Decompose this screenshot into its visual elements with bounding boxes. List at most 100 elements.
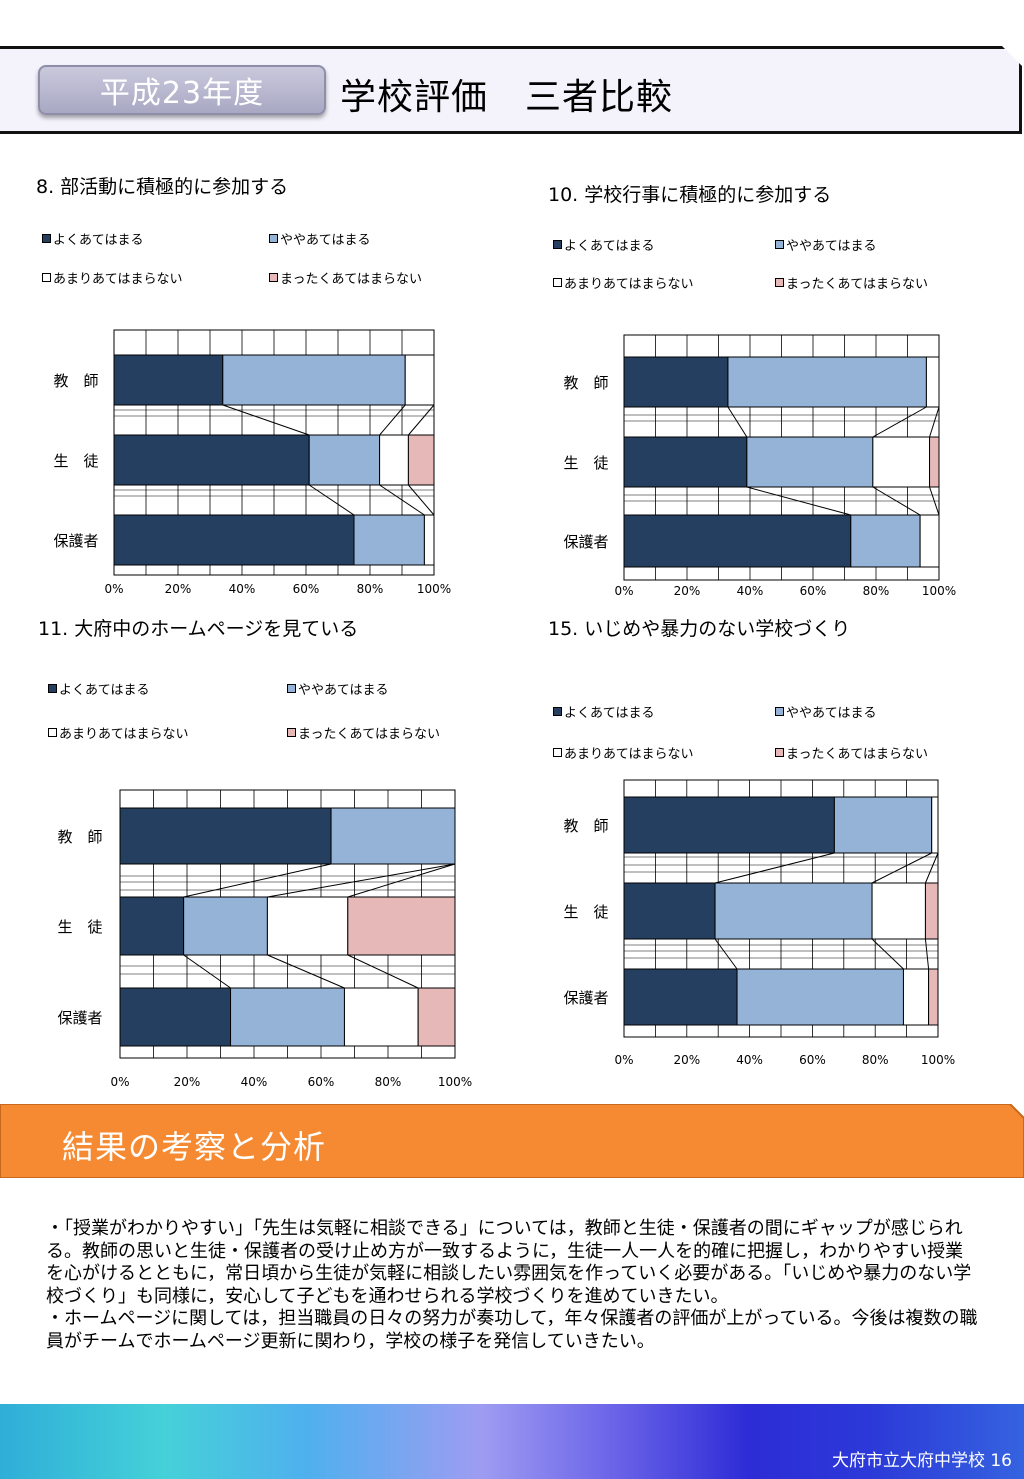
legend-swatch — [269, 273, 278, 282]
series-connector — [183, 954, 231, 989]
bar-segment — [736, 968, 904, 1026]
series-connector — [929, 406, 940, 438]
legend-item: ややあてはまる — [775, 702, 876, 721]
legend-item: よくあてはまる — [553, 235, 654, 254]
x-tick-label: 40% — [736, 1053, 763, 1067]
bar-segment — [929, 436, 940, 488]
legend-item: まったくあてはまらない — [287, 723, 440, 742]
x-tick-label: 80% — [357, 582, 384, 596]
bar-segment — [119, 807, 332, 865]
bar-segment — [113, 354, 224, 406]
x-tick-label: 40% — [241, 1075, 268, 1089]
legend-swatch — [553, 240, 562, 249]
x-tick-label: 40% — [737, 584, 764, 598]
x-tick-label: 0% — [104, 582, 123, 596]
bar-segment — [222, 354, 406, 406]
bar-segment — [623, 968, 738, 1026]
legend-swatch — [775, 240, 784, 249]
legend-swatch — [553, 748, 562, 757]
legend-item: あまりあてはまらない — [553, 273, 693, 292]
legend-item: よくあてはまる — [48, 679, 149, 698]
bar-segment — [833, 796, 933, 854]
bar-segment — [623, 356, 729, 408]
series-connector — [872, 406, 927, 438]
legend-item: まったくあてはまらない — [775, 273, 928, 292]
bar-segment — [871, 882, 926, 940]
series-connector — [408, 404, 435, 436]
x-tick-label: 20% — [674, 584, 701, 598]
bar-segment — [928, 968, 939, 1026]
bar-segment — [931, 796, 939, 854]
legend-swatch — [775, 278, 784, 287]
legend-swatch — [553, 278, 562, 287]
bar-segment — [623, 882, 716, 940]
legend-swatch — [775, 748, 784, 757]
legend-item: ややあてはまる — [269, 229, 370, 248]
school-name: 大府市立大府中学校 — [831, 1451, 985, 1471]
bar-segment — [330, 807, 456, 865]
series-connector — [267, 863, 456, 898]
x-tick-label: 60% — [308, 1075, 335, 1089]
series-connector — [183, 863, 332, 898]
chart-title: 8. 部活動に積極的に参加する — [36, 176, 289, 198]
category-label: 生 徒 — [53, 452, 98, 470]
footer-band — [0, 1404, 1024, 1479]
category-label: 教 師 — [57, 828, 102, 846]
bar-segment — [119, 987, 232, 1047]
series-connector — [347, 954, 419, 989]
legend-swatch — [42, 273, 51, 282]
legend-swatch — [269, 234, 278, 243]
category-label: 生 徒 — [563, 454, 608, 472]
x-tick-label: 20% — [673, 1053, 700, 1067]
x-tick-label: 100% — [438, 1075, 472, 1089]
bar-segment — [266, 896, 349, 956]
bar-segment — [714, 882, 873, 940]
category-label: 保護者 — [563, 533, 608, 551]
bar-segment — [347, 896, 456, 956]
category-label: 保護者 — [53, 532, 98, 550]
series-connector — [871, 938, 904, 970]
footer-text: 大府市立大府中学校 16 — [832, 1446, 1012, 1471]
page-title: 学校評価 三者比較 — [340, 77, 674, 118]
section-banner — [0, 1104, 1024, 1178]
bar-segment — [417, 987, 456, 1047]
legend-swatch — [42, 234, 51, 243]
series-connector — [408, 484, 435, 516]
series-connector — [347, 863, 456, 898]
bar-segment — [423, 514, 435, 566]
series-connector — [379, 404, 406, 436]
x-tick-label: 80% — [863, 584, 890, 598]
series-connector — [872, 486, 921, 516]
series-connector — [222, 404, 310, 436]
bar-segment — [623, 796, 835, 854]
x-tick-label: 20% — [165, 582, 192, 596]
bar-segment — [353, 514, 425, 566]
bar-segment — [113, 434, 310, 486]
series-connector — [714, 852, 835, 884]
year-label: 平成23年度 — [99, 76, 265, 111]
bar-segment — [850, 514, 921, 568]
legend-item: よくあてはまる — [42, 229, 143, 248]
x-tick-label: 60% — [799, 1053, 826, 1067]
x-tick-label: 80% — [375, 1075, 402, 1089]
bar-segment — [113, 514, 355, 566]
category-label: 生 徒 — [563, 903, 608, 921]
x-tick-label: 0% — [110, 1075, 129, 1089]
x-tick-label: 40% — [229, 582, 256, 596]
x-tick-label: 0% — [614, 584, 633, 598]
series-connector — [727, 406, 748, 438]
category-label: 保護者 — [563, 989, 608, 1007]
bar-segment — [727, 356, 927, 408]
legend-swatch — [287, 728, 296, 737]
category-label: 教 師 — [53, 372, 98, 390]
series-connector — [379, 484, 425, 516]
bar-segment — [230, 987, 345, 1047]
analysis-text: ・「授業がわかりやすい」「先生は気軽に相談できる」については，教師と生徒・保護者… — [46, 1218, 981, 1353]
series-connector — [308, 484, 355, 516]
legend-item: ややあてはまる — [287, 679, 388, 698]
bar-segment — [919, 514, 940, 568]
series-connector — [871, 852, 932, 884]
